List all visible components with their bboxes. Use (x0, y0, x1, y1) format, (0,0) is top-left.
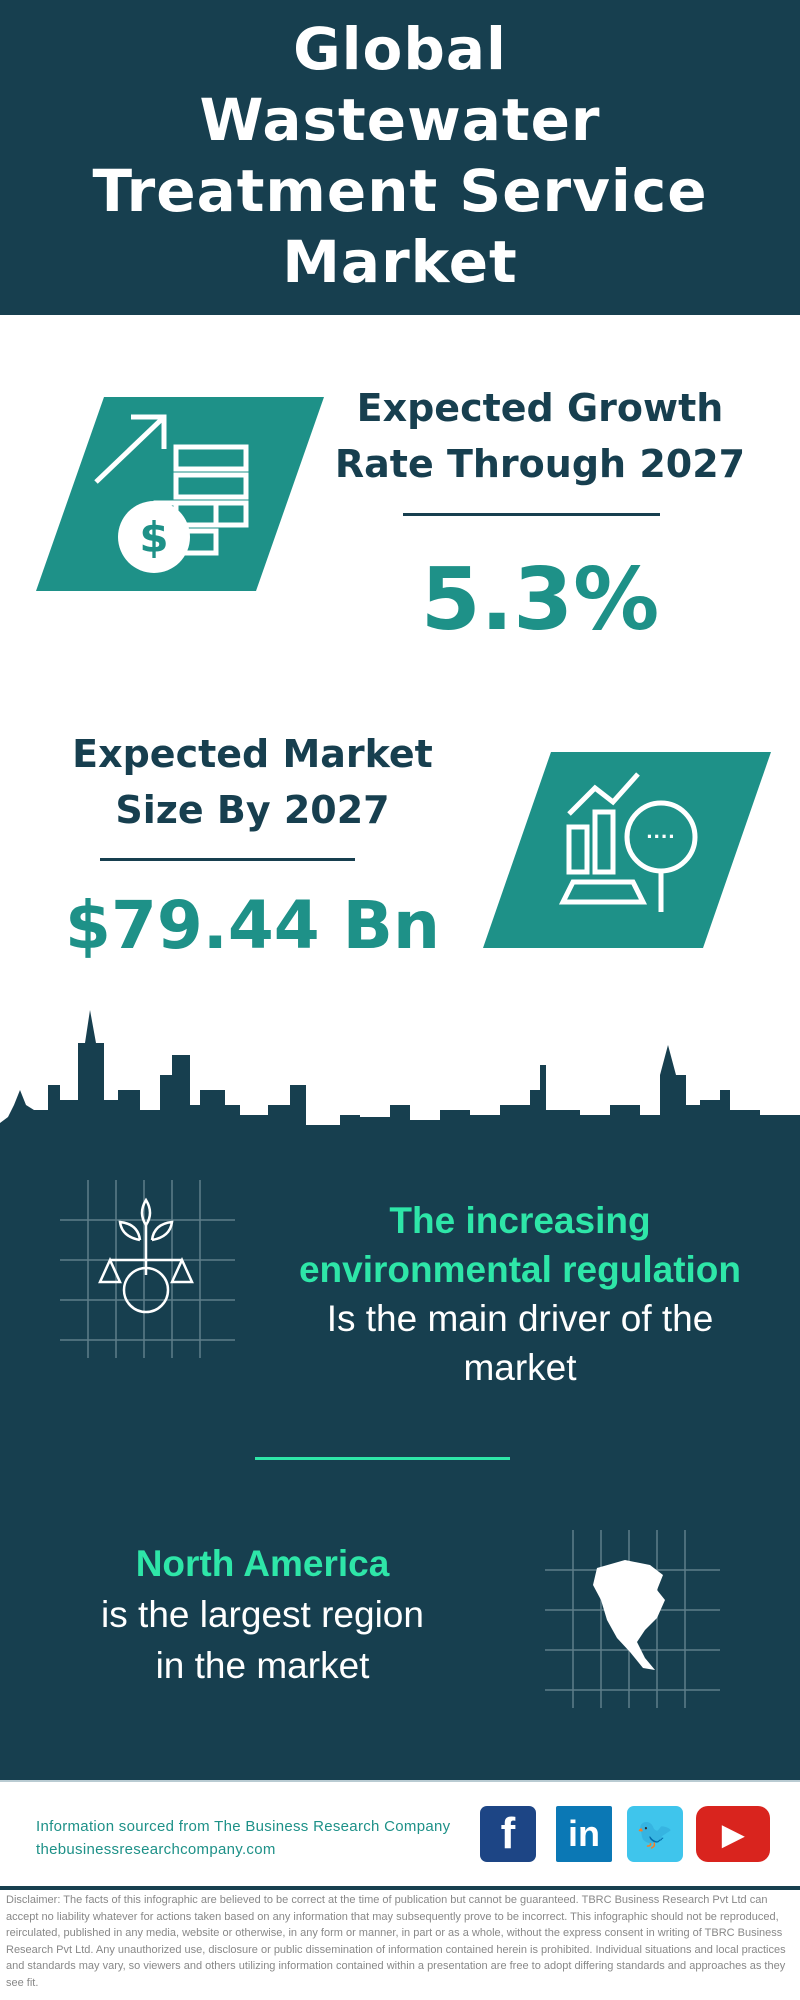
title-line: Wastewater (199, 86, 601, 154)
region-highlight: North America (135, 1543, 390, 1584)
north-america-map-icon (545, 1530, 720, 1708)
region-text: North America is the largest region in t… (30, 1538, 495, 1691)
twitter-icon[interactable]: 🐦 (627, 1806, 683, 1862)
divider (0, 1780, 800, 1782)
driver-text: The increasing environmental regulation … (275, 1196, 765, 1392)
driver-text-line: Is the main driver of the (326, 1298, 714, 1339)
linkedin-icon[interactable]: in (556, 1806, 612, 1862)
title-line: Market (282, 228, 518, 296)
facebook-icon[interactable]: f (480, 1806, 536, 1862)
source-text: Information sourced from The Business Re… (36, 1818, 451, 1835)
divider (403, 513, 660, 516)
driver-text-line: market (463, 1347, 577, 1388)
market-size-label-line: Size By 2027 (115, 788, 390, 832)
disclaimer: Disclaimer: The facts of this infographi… (6, 1894, 786, 1989)
title-line: Global (293, 15, 507, 83)
region-text-line: is the largest region (101, 1594, 424, 1635)
market-size-label: Expected Market Size By 2027 (40, 726, 465, 838)
divider (0, 1886, 800, 1890)
youtube-icon[interactable]: ▶ (696, 1806, 770, 1862)
divider (255, 1457, 510, 1460)
source-info: Information sourced from The Business Re… (36, 1815, 450, 1861)
city-skyline (0, 1010, 800, 1135)
growth-value: 5.3% (420, 550, 660, 650)
market-size-value: $79.44 Bn (65, 887, 440, 964)
title-line: Treatment Service (92, 157, 708, 225)
growth-label-line: Expected Growth (356, 386, 724, 430)
page-title: Global Wastewater Treatment Service Mark… (0, 14, 800, 298)
money-growth-icon: $ (36, 397, 324, 591)
website-link[interactable]: thebusinessresearchcompany.com (36, 1841, 276, 1858)
driver-highlight: The increasing (389, 1200, 651, 1241)
svg-text:$: $ (139, 513, 168, 562)
environment-scale-globe-icon (60, 1180, 235, 1358)
growth-label-line: Rate Through 2027 (334, 442, 746, 486)
market-analysis-icon: ···· (483, 752, 771, 948)
region-text-line: in the market (155, 1645, 370, 1686)
divider (100, 858, 355, 861)
growth-label: Expected Growth Rate Through 2027 (330, 380, 750, 492)
header (0, 0, 800, 315)
driver-highlight: environmental regulation (298, 1249, 741, 1290)
market-size-label-line: Expected Market (72, 732, 433, 776)
svg-text:····: ···· (646, 824, 675, 849)
